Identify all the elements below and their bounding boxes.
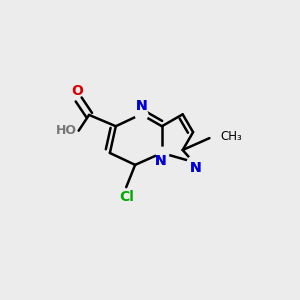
Text: CH₃: CH₃: [221, 130, 242, 143]
Text: N: N: [190, 161, 201, 176]
Text: N: N: [136, 99, 147, 113]
Text: N: N: [136, 99, 147, 113]
Text: Cl: Cl: [119, 190, 134, 204]
Text: O: O: [71, 84, 83, 98]
Text: N: N: [154, 154, 166, 168]
Text: N: N: [154, 154, 166, 168]
Text: N: N: [190, 161, 201, 176]
Text: HO: HO: [56, 124, 77, 137]
